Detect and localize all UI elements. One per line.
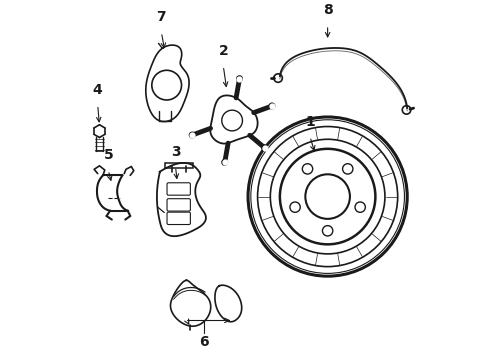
Text: 8: 8 xyxy=(322,3,332,17)
Text: 5: 5 xyxy=(103,148,113,162)
Text: 4: 4 xyxy=(93,83,102,97)
Text: 1: 1 xyxy=(305,114,314,129)
Text: 3: 3 xyxy=(170,145,180,159)
Text: 6: 6 xyxy=(199,334,208,348)
Text: 7: 7 xyxy=(156,10,166,24)
Text: 2: 2 xyxy=(218,44,228,58)
Circle shape xyxy=(247,117,407,276)
